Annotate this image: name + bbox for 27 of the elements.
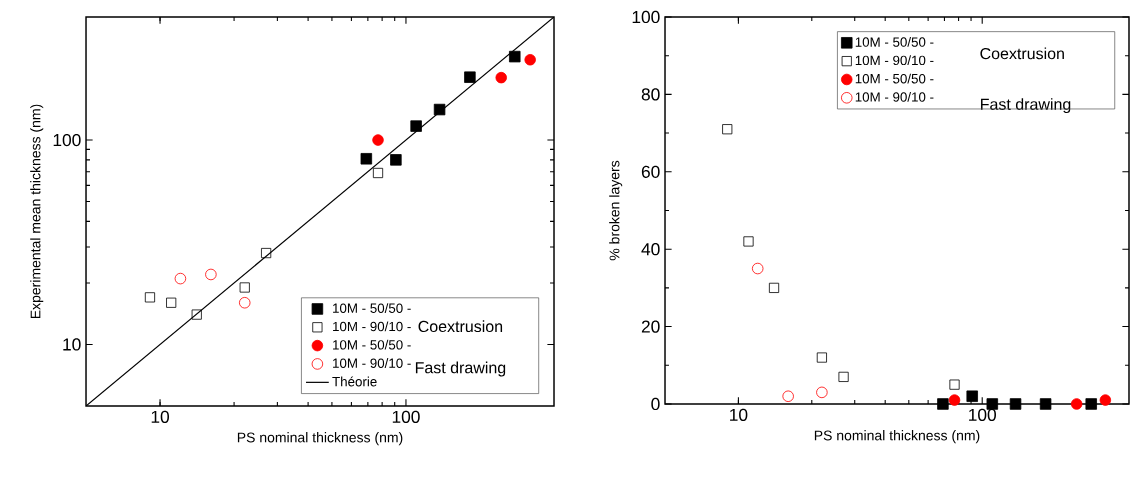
x-tick-label: 10 [151, 410, 170, 423]
legend-label: 10M - 90/10 - [333, 358, 411, 368]
y-axis-title: Experimental mean thickness (nm) [30, 104, 44, 319]
annotation: Coextrusion [418, 320, 503, 333]
y-tick-label: 60 [641, 165, 660, 178]
legend-label: 10M - 90/10 - [855, 91, 934, 102]
legend-label: 10M - 50/50 - [855, 36, 934, 47]
y-axis-title: % broken layers [609, 160, 623, 261]
annotation: Fast drawing [981, 98, 1071, 114]
y-tick-label: 0 [651, 397, 660, 411]
annotation: Coextrusion [980, 47, 1064, 60]
annotation: Fast drawing [415, 361, 506, 377]
legend-label: Théorie [332, 376, 377, 387]
legend-label: 10M - 50/50 - [333, 303, 411, 313]
y-tick-label: 100 [632, 10, 660, 24]
legend-label: 10M - 90/10 - [855, 55, 934, 66]
x-tick-label: 100 [392, 410, 420, 423]
y-tick-label: 80 [641, 88, 660, 101]
x-tick-label: 100 [969, 408, 996, 421]
legend-label: 10M - 50/50 - [333, 339, 411, 350]
x-tick-label: 10 [730, 408, 748, 421]
y-tick-label: 20 [641, 320, 660, 333]
x-axis-title: PS nominal thickness (nm) [814, 430, 980, 444]
legend-label: 10M - 50/50 - [855, 73, 934, 84]
x-axis-title: PS nominal thickness (nm) [237, 432, 403, 446]
legend-label: 10M - 90/10 - [333, 321, 411, 332]
y-tick-label: 40 [641, 243, 660, 256]
